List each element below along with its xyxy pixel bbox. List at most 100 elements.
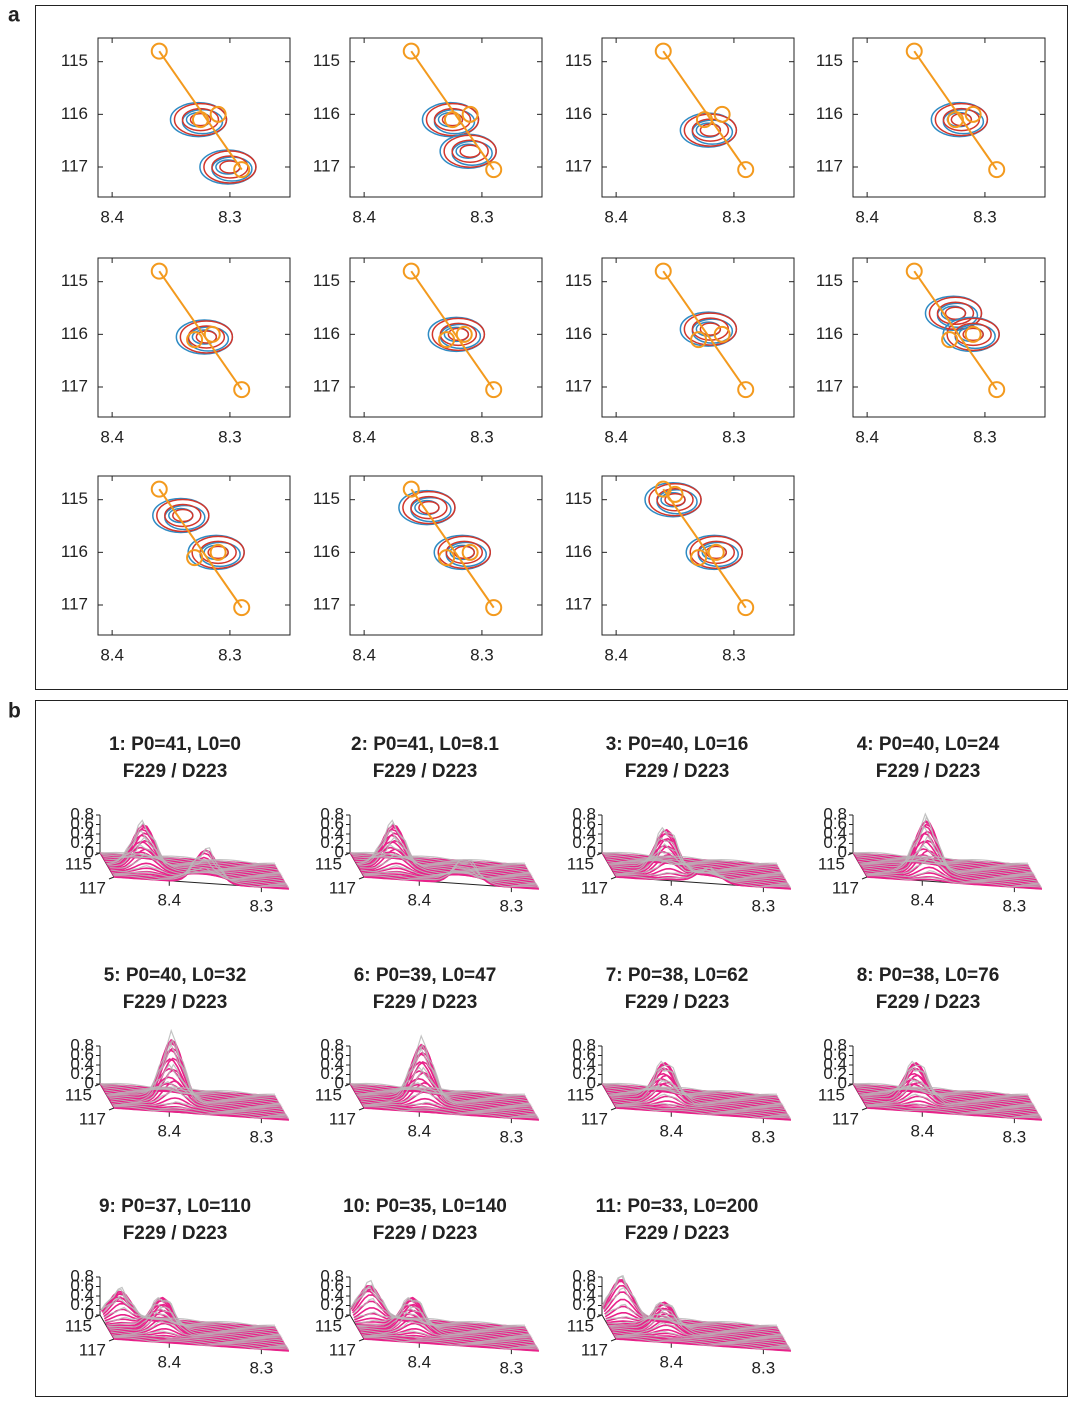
plot-area xyxy=(150,480,251,617)
panel-label: b xyxy=(8,700,21,723)
surface-line-raw xyxy=(856,1087,1032,1102)
y-tick xyxy=(108,1107,115,1111)
plot-area xyxy=(644,480,755,617)
surface-line-raw xyxy=(611,1322,787,1344)
y-tick-label: 117 xyxy=(329,878,356,897)
panel-frame xyxy=(35,700,1068,1397)
surface-line-raw xyxy=(607,1306,783,1336)
x-tick-label: 8.4 xyxy=(407,890,431,909)
peak-circle xyxy=(203,325,221,343)
chart-title: 2: P0=41, L0=8.1 xyxy=(351,734,499,755)
plot-area xyxy=(398,480,503,617)
surface-line-raw xyxy=(614,1335,790,1349)
z-tick-label: 0.4 xyxy=(572,1285,596,1304)
y-tick xyxy=(344,1083,351,1087)
peak-circle xyxy=(438,549,456,567)
trajectory-line xyxy=(410,270,495,391)
y-tick-label: 115 xyxy=(565,51,592,70)
x-tick-label: 8.3 xyxy=(218,427,242,446)
trajectory-point xyxy=(150,480,168,498)
contour-red xyxy=(181,107,220,132)
z-tick-label: 0.8 xyxy=(823,1035,847,1054)
surface-line-raw xyxy=(355,829,531,874)
x-tick-label: 8.3 xyxy=(973,207,997,226)
surface-line-raw xyxy=(616,1337,792,1350)
surface-line xyxy=(350,1285,527,1331)
x-tick-label: 8.3 xyxy=(250,897,274,916)
surface-line-raw xyxy=(855,1085,1031,1099)
surface-line xyxy=(361,1333,537,1348)
trajectory-point xyxy=(654,262,672,280)
surface-line-raw xyxy=(364,1106,540,1119)
y-tick-label: 115 xyxy=(315,1085,342,1104)
surface-plot: 1: P0=41, L0=0 F229 / D223 00.20.40.60.8 11… xyxy=(65,734,290,916)
z-tick-label: 0.2 xyxy=(320,1064,344,1083)
surface-line-raw xyxy=(604,854,780,868)
z-tick-label: 0 xyxy=(335,842,344,861)
trajectory-line xyxy=(662,270,747,391)
surface-line xyxy=(111,1333,287,1348)
y-tick-label: 117 xyxy=(313,156,340,175)
y-tick-label: 117 xyxy=(61,376,88,395)
x-tick-label: 8.4 xyxy=(604,427,628,446)
y-tick-label: 115 xyxy=(65,1085,92,1104)
peak-circle xyxy=(186,331,204,349)
surface-line-raw xyxy=(103,853,279,871)
surface-line-raw xyxy=(852,1082,1028,1096)
plot-area xyxy=(654,42,755,179)
y-tick-label: 117 xyxy=(565,594,592,613)
surface-line-raw xyxy=(364,1337,540,1350)
surface-line-raw xyxy=(855,854,1031,868)
surface-line-raw xyxy=(858,1077,1034,1105)
contour-red xyxy=(191,535,245,570)
y-tick-label: 115 xyxy=(61,271,88,290)
y-tick-label: 115 xyxy=(65,854,92,873)
contour-red xyxy=(441,112,464,127)
chart-subtitle: F229 / D223 xyxy=(123,992,228,1013)
x-tick-label: 8.3 xyxy=(500,1359,524,1378)
y-tick-label: 117 xyxy=(79,1340,106,1359)
surface-plot: 2: P0=41, L0=8.1 F229 / D223 00.20.40.60.8… xyxy=(315,734,540,916)
surface-plot: 7: P0=38, L0=62 F229 / D223 00.20.40.60.8 1… xyxy=(567,965,792,1147)
surface-line-raw xyxy=(103,1306,280,1335)
peak-circle xyxy=(461,105,479,123)
chart-title: 1: P0=41, L0=0 xyxy=(109,734,241,755)
plot-area xyxy=(150,262,251,399)
z-tick-label: 0 xyxy=(335,1073,344,1092)
surface-line-raw xyxy=(352,1297,529,1333)
y-tick-label: 115 xyxy=(61,489,88,508)
surface-plot: 3: P0=40, L0=16 F229 / D223 00.20.40.60.8 1… xyxy=(567,734,792,916)
y-tick-label: 115 xyxy=(567,1085,594,1104)
surface-line-raw xyxy=(106,1296,282,1338)
contour-red xyxy=(699,322,722,336)
surface-line-raw xyxy=(112,1104,288,1118)
y-tick-label: 117 xyxy=(832,878,859,897)
chart-subtitle: F229 / D223 xyxy=(373,1223,478,1244)
surface-line-raw xyxy=(856,856,1032,871)
surface-line-raw xyxy=(860,1060,1036,1108)
y-tick-label: 117 xyxy=(832,1109,859,1128)
surface-line-raw xyxy=(361,1334,537,1347)
chart-title: 5: P0=40, L0=32 xyxy=(104,965,247,986)
z-tick-label: 0.2 xyxy=(70,833,94,852)
y-tick xyxy=(108,1338,115,1342)
contour-plot: 115 116 117 8.4 8.3 xyxy=(61,37,291,226)
chart-subtitle: F229 / D223 xyxy=(123,1223,228,1244)
x-tick-label: 8.3 xyxy=(752,897,776,916)
surface-line-raw xyxy=(108,1307,284,1342)
surface-line-raw xyxy=(610,1310,786,1342)
peak-circle xyxy=(191,111,209,129)
contour-red xyxy=(173,102,228,137)
peak-circle xyxy=(209,105,227,123)
surface-line-raw xyxy=(864,1103,1040,1116)
x-tick-label: 8.4 xyxy=(100,427,124,446)
y-tick-label: 115 xyxy=(313,51,340,70)
surface-line-raw xyxy=(603,853,779,866)
trajectory-point xyxy=(654,42,672,60)
trajectory-point xyxy=(737,381,755,399)
z-tick-label: 0.4 xyxy=(70,1054,94,1073)
surface-line-raw xyxy=(110,865,286,884)
chart-subtitle: F229 / D223 xyxy=(373,761,478,782)
surface-line-raw xyxy=(603,1084,779,1097)
surface-line-raw xyxy=(607,858,783,874)
